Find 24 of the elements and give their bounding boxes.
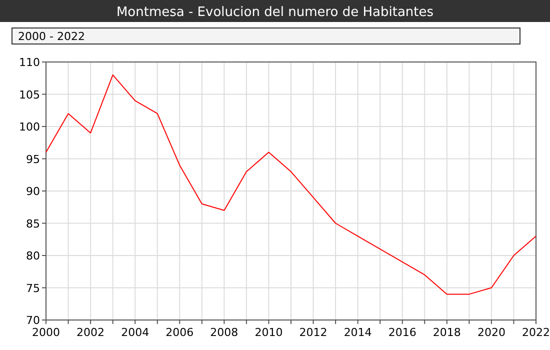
y-tick-label: 95 [26, 152, 40, 166]
x-tick-label: 2006 [166, 326, 194, 339]
x-tick-label: 2002 [76, 326, 105, 339]
x-tick-label: 2010 [254, 326, 283, 339]
x-tick-label: 2008 [210, 326, 238, 339]
x-tick-label: 2014 [344, 326, 372, 339]
y-tick-label: 110 [19, 56, 40, 69]
x-tick-label: 2000 [32, 326, 60, 339]
y-tick-label: 85 [26, 217, 40, 230]
y-tick-label: 70 [26, 314, 40, 327]
chart-subtitle: 2000 - 2022 [18, 30, 85, 43]
y-tick-label: 75 [26, 282, 40, 295]
x-tick-label: 2018 [432, 326, 461, 339]
x-tick-label: 2020 [477, 326, 506, 339]
x-tick-label: 2016 [388, 326, 416, 339]
y-tick-label: 80 [26, 250, 40, 262]
chart-title: Montmesa - Evolucion del numero de Habitantes [116, 5, 434, 20]
y-tick-label: 90 [26, 185, 40, 198]
x-tick-label: 2012 [299, 326, 328, 339]
line-series [46, 74, 536, 295]
y-tick-label: 100 [19, 120, 40, 134]
x-tick-label: 2004 [121, 326, 150, 339]
y-tick-label: 105 [19, 88, 40, 102]
x-tick-label: 2022 [522, 326, 550, 339]
